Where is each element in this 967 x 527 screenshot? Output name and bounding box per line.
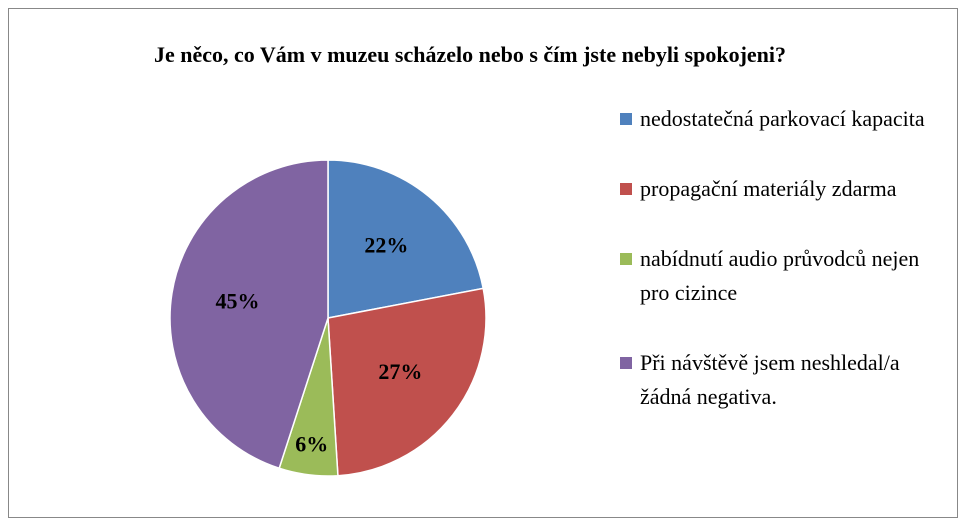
pie-slice: [327, 287, 487, 477]
data-label: 22%: [364, 232, 408, 257]
legend-label: Při návštěvě jsem neshledal/a žádná nega…: [640, 350, 900, 409]
data-label: 27%: [378, 359, 422, 384]
legend-swatch: [620, 183, 632, 195]
legend-label: nedostatečná parkovací kapacita: [640, 106, 925, 131]
chart-title: Je něco, co Vám v muzeu scházelo nebo s …: [153, 42, 787, 67]
legend-entry: Při návštěvě jsem neshledal/a žádná nega…: [620, 346, 940, 414]
legend-swatch: [620, 113, 632, 125]
legend-entry: propagační materiály zdarma: [620, 172, 940, 206]
legend-label: propagační materiály zdarma: [640, 176, 897, 201]
data-label: 6%: [295, 432, 328, 457]
legend-swatch: [620, 253, 632, 265]
legend-label: nabídnutí audio průvodců nejen pro cizin…: [640, 246, 920, 305]
legend: nedostatečná parkovací kapacita propagačn…: [620, 102, 940, 450]
legend-swatch: [620, 357, 632, 369]
chart-frame: [8, 8, 958, 518]
data-label: 45%: [215, 289, 259, 314]
pie-slice: [169, 159, 329, 470]
legend-entry: nedostatečná parkovací kapacita: [620, 102, 940, 136]
legend-entry: nabídnutí audio průvodců nejen pro cizin…: [620, 242, 940, 310]
pie-slice: [327, 159, 485, 319]
